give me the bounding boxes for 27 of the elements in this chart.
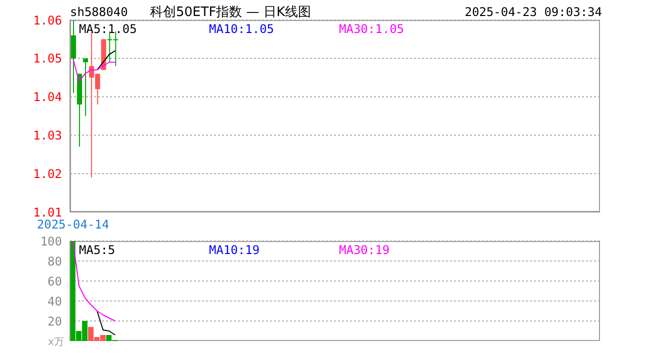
candlestick (71, 20, 76, 94)
candlestick (83, 58, 88, 116)
y-tick-label: 100 (40, 234, 62, 248)
text: MA30:1.05 (339, 22, 404, 36)
y-tick-label: 1.04 (33, 90, 62, 104)
y-tick-label: 40 (48, 294, 62, 308)
y-axis-title: x万 (48, 336, 64, 349)
legend-label: MA10:19 (209, 243, 260, 257)
text: MA30:19 (339, 243, 390, 257)
line-series (96, 50, 116, 70)
text: 2025-04-23 09:03:34 (464, 5, 602, 19)
x-tick-label: 2025-04-14 (36, 218, 110, 232)
y-tick-label: 80 (48, 254, 62, 268)
y-tick-label: 20 (48, 314, 62, 328)
y-tick-label: 1.02 (33, 166, 62, 181)
y-tick-label: 1.05 (33, 52, 62, 66)
legend-label: MA10:1.05 (209, 22, 274, 36)
y-tick-label: 60 (48, 274, 62, 288)
series-label: MA5:1.05 (79, 22, 137, 36)
y-tick-label: 1.03 (33, 128, 62, 142)
text: MA5:5 (79, 243, 116, 257)
line-series (72, 241, 116, 322)
line-series (96, 310, 116, 336)
y-tick-label: 1.06 (33, 13, 62, 28)
chart-title: 科创50ETF指数 — 日K线图 (150, 4, 311, 21)
chart-subtitle: sh588040 (70, 5, 128, 19)
y-tick-label: 1.01 (33, 205, 62, 220)
